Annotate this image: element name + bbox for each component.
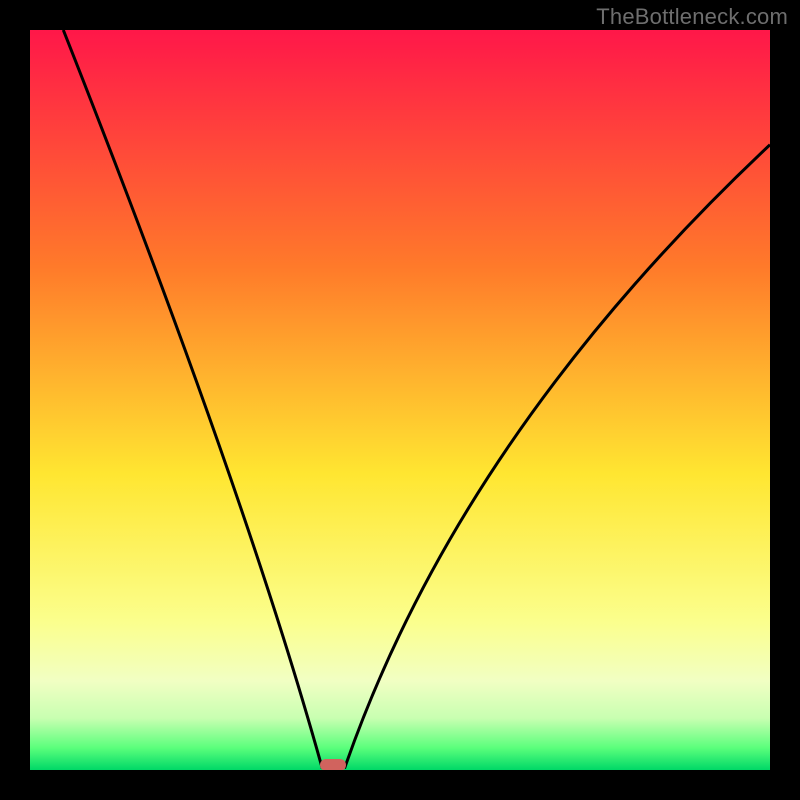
bottleneck-curve xyxy=(30,30,770,770)
curve-right-branch xyxy=(345,145,771,769)
watermark-text: TheBottleneck.com xyxy=(596,4,788,30)
chart-frame: TheBottleneck.com xyxy=(0,0,800,800)
optimum-marker xyxy=(320,759,346,770)
curve-left-branch xyxy=(63,30,322,769)
plot-area xyxy=(30,30,770,770)
